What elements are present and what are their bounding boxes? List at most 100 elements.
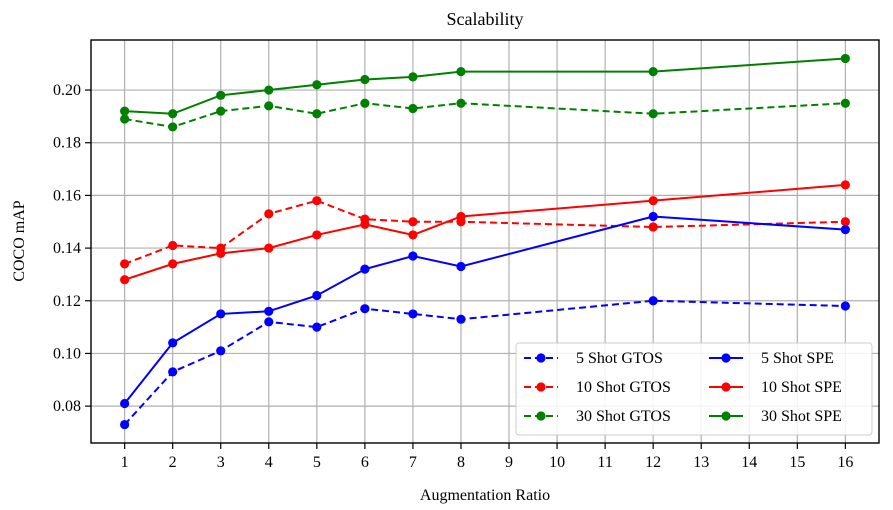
y-tick-label: 0.18	[53, 135, 81, 152]
data-point	[408, 217, 418, 227]
x-tick-label: 7	[409, 454, 417, 471]
y-tick-label: 0.14	[53, 240, 81, 257]
x-tick-label: 9	[505, 454, 513, 471]
data-point	[216, 106, 226, 116]
data-point	[120, 106, 130, 116]
x-tick-label: 12	[645, 454, 661, 471]
data-point	[264, 209, 274, 219]
x-tick-label: 11	[597, 454, 612, 471]
x-tick-label: 1	[121, 454, 129, 471]
data-point	[264, 317, 274, 327]
data-point	[456, 98, 466, 108]
data-point	[168, 240, 178, 251]
series-30-shot-spe	[120, 53, 850, 119]
data-point	[216, 248, 226, 258]
legend: 5 Shot GTOS 10 Shot GTOS 30 Shot GTOS 5 Sho…	[515, 342, 873, 436]
series-5-shot-spe	[120, 211, 850, 409]
legend-frame	[515, 342, 873, 436]
data-point	[168, 259, 178, 269]
data-point	[120, 419, 130, 430]
data-point	[264, 85, 274, 95]
data-point	[408, 103, 418, 114]
data-point	[648, 196, 658, 206]
data-point	[312, 322, 322, 332]
data-point	[312, 290, 322, 301]
legend-item: 30 Shot GTOS	[524, 408, 671, 425]
chart-title: Scalability	[447, 9, 524, 29]
y-tick-label: 0.16	[53, 187, 81, 204]
legend-item: 5 Shot SPE	[709, 350, 834, 367]
data-point	[168, 122, 178, 132]
series-5-shot-gtos	[120, 296, 850, 430]
data-point	[456, 211, 466, 222]
series-10-shot-gtos	[120, 196, 850, 269]
legend-marker	[721, 411, 731, 421]
y-tick-label: 0.20	[53, 82, 81, 99]
data-point	[648, 67, 658, 77]
series-30-shot-gtos	[120, 98, 850, 132]
data-point	[840, 217, 850, 227]
data-point	[312, 109, 322, 119]
x-tick-label: 10	[549, 454, 565, 471]
legend-marker	[536, 411, 546, 421]
legend-label: 5 Shot GTOS	[576, 350, 663, 367]
series-line	[124, 183, 846, 281]
plot-frame	[90, 39, 880, 444]
x-tick-label: 2	[169, 454, 177, 471]
data-point	[168, 338, 178, 348]
data-point	[168, 109, 178, 119]
x-tick-label: 3	[217, 454, 225, 471]
x-tick-label: 15	[789, 454, 805, 471]
data-point	[648, 296, 658, 306]
series-layer	[120, 53, 850, 430]
data-point	[360, 304, 370, 314]
data-point	[408, 309, 418, 319]
legend-label: 30 Shot GTOS	[576, 408, 671, 425]
data-point	[312, 80, 322, 90]
series-line	[124, 57, 846, 115]
x-axis-label: Augmentation Ratio	[420, 487, 550, 504]
data-point	[264, 101, 274, 111]
x-tick-label: 16	[837, 454, 853, 471]
data-point	[648, 222, 658, 232]
series-10-shot-spe	[120, 180, 850, 285]
data-point	[360, 219, 370, 229]
legend-item: 10 Shot GTOS	[524, 379, 671, 396]
legend-marker	[536, 382, 546, 392]
x-tick-label: 13	[693, 454, 709, 471]
data-point	[456, 314, 466, 324]
data-point	[216, 346, 226, 356]
series-line	[124, 199, 846, 265]
legend-item: 30 Shot SPE	[709, 408, 842, 425]
data-point	[264, 306, 274, 316]
data-point	[840, 53, 850, 64]
y-axis-label: COCO mAP	[11, 200, 28, 281]
legend-item: 10 Shot SPE	[709, 379, 842, 396]
data-point	[216, 90, 226, 100]
data-point	[312, 196, 322, 206]
data-point	[120, 398, 130, 409]
y-tick-label: 0.10	[53, 345, 81, 362]
x-tick-label: 14	[741, 454, 757, 471]
x-tick-label: 6	[361, 454, 369, 471]
data-point	[360, 264, 370, 274]
y-tick-label: 0.12	[53, 293, 81, 310]
data-point	[456, 261, 466, 272]
series-line	[123, 215, 846, 405]
legend-item: 5 Shot GTOS	[524, 350, 663, 367]
data-point	[840, 98, 850, 108]
legend-label: 10 Shot GTOS	[576, 379, 671, 396]
data-point	[168, 367, 178, 377]
series-line	[124, 102, 846, 128]
x-tick-label: 8	[457, 454, 465, 471]
data-point	[120, 275, 130, 285]
legend-marker	[536, 353, 546, 363]
data-point	[408, 72, 418, 82]
legend-label: 30 Shot SPE	[761, 408, 842, 425]
data-point	[360, 74, 370, 85]
data-point	[648, 109, 658, 119]
legend-label: 5 Shot SPE	[761, 350, 834, 367]
series-line	[123, 299, 846, 426]
data-point	[120, 259, 130, 269]
